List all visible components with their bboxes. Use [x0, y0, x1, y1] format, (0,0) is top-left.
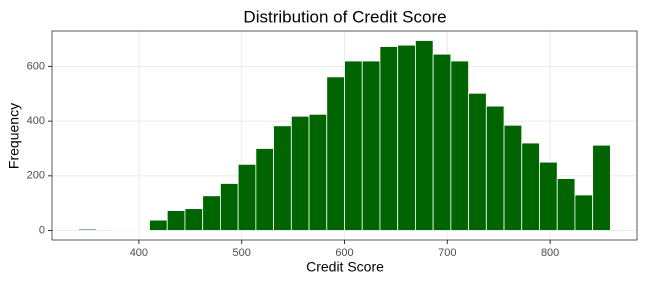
- bar: [202, 195, 221, 231]
- bar: [574, 194, 594, 231]
- bar: [326, 76, 345, 231]
- y-tick-label: 400: [27, 115, 45, 127]
- y-tick-label: 600: [27, 60, 45, 72]
- chart-title: Distribution of Credit Score: [243, 7, 446, 26]
- x-tick-label: 600: [335, 247, 353, 259]
- bar: [166, 210, 186, 231]
- x-axis-title: Credit Score: [306, 259, 384, 275]
- bar: [521, 142, 540, 231]
- bar: [308, 113, 328, 231]
- x-tick-label: 700: [438, 247, 456, 259]
- y-tick-label: 0: [39, 224, 45, 236]
- bar: [468, 92, 487, 231]
- x-tick-label: 500: [233, 247, 251, 259]
- bar: [237, 163, 257, 231]
- y-axis-title: Frequency: [6, 103, 22, 169]
- bar: [361, 60, 381, 231]
- bar: [432, 53, 452, 231]
- bar: [556, 178, 576, 231]
- bar: [220, 183, 239, 231]
- bar: [503, 124, 523, 231]
- bar: [415, 40, 434, 231]
- bar: [149, 219, 168, 231]
- x-tick-label: 800: [541, 247, 559, 259]
- bar: [273, 125, 292, 231]
- bar: [344, 60, 363, 231]
- bar: [290, 115, 310, 231]
- panel-border: [51, 30, 638, 241]
- bar: [255, 148, 274, 231]
- bar: [539, 161, 558, 231]
- bar: [184, 208, 204, 231]
- y-tick-label: 200: [27, 170, 45, 182]
- bar: [78, 228, 97, 231]
- bar: [592, 144, 611, 231]
- bar: [113, 229, 133, 231]
- bar: [379, 46, 399, 231]
- bar: [131, 229, 150, 231]
- x-tick-label: 400: [130, 247, 148, 259]
- bar: [450, 60, 469, 231]
- bar: [397, 44, 416, 231]
- bar: [485, 105, 505, 231]
